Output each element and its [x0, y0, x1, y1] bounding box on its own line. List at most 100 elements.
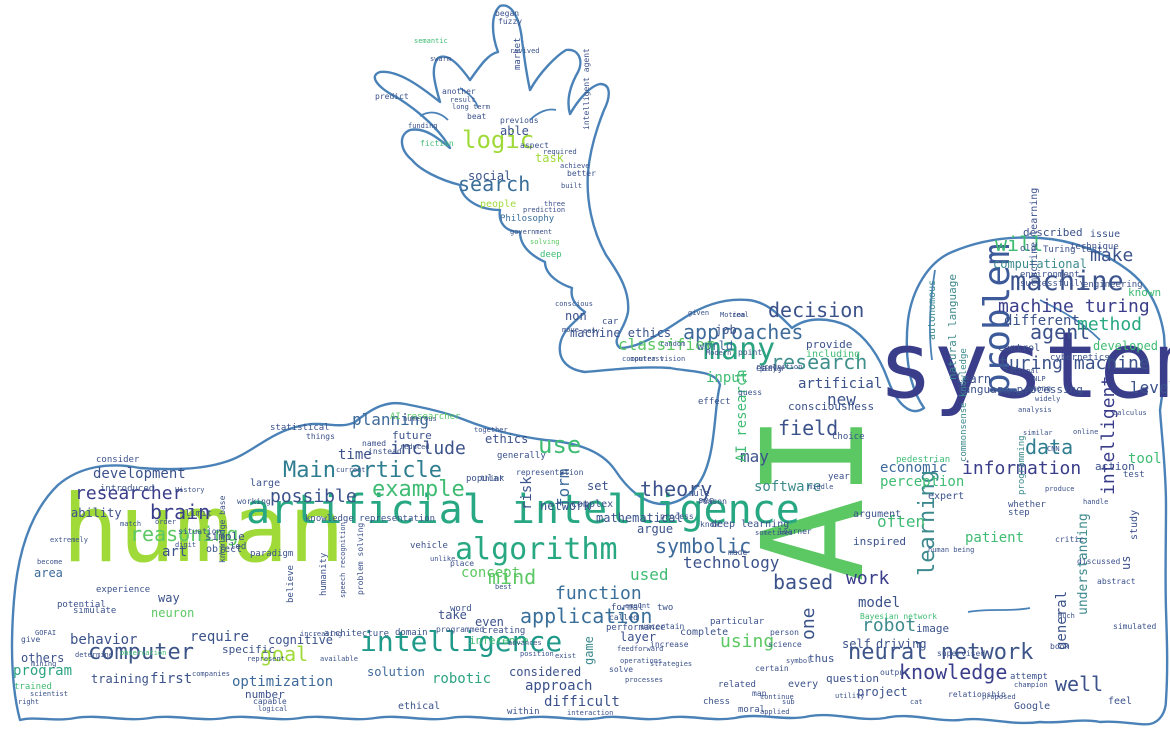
word-interaction: interaction — [567, 709, 614, 718]
word-theory: theory — [640, 476, 713, 501]
word-moves: move — [562, 326, 579, 335]
word-recognition: recognition — [756, 363, 803, 372]
word-many: many — [703, 332, 776, 368]
word-moral: moral — [738, 704, 766, 715]
word-argument: argument — [853, 508, 902, 520]
word-solving: solving — [530, 238, 560, 247]
word-thing: things — [306, 432, 335, 442]
word-person: person — [770, 628, 799, 638]
word-strategies: strategies — [650, 660, 693, 669]
word-sub: sub — [782, 698, 795, 707]
word-advances: advances — [508, 639, 542, 648]
word-one: one — [798, 607, 819, 640]
word-simple: simple — [205, 529, 245, 543]
word-sometimes: sometimes — [755, 529, 793, 538]
word-driving: driving — [876, 637, 927, 652]
word-think: think — [480, 474, 505, 484]
word-non: non — [565, 309, 587, 324]
word-approach: approach — [525, 677, 593, 694]
word-commonsense-knowledge: commonsense knowledge — [959, 348, 969, 462]
word-predict: predict — [375, 92, 409, 102]
word-middle: middle — [808, 483, 834, 492]
word-swarm: swarm — [430, 55, 452, 64]
word-within: within — [507, 706, 540, 717]
word-match: match — [120, 520, 142, 529]
word-position: position — [520, 650, 554, 659]
word-task: task — [535, 151, 564, 166]
word-numerous: numerous — [403, 415, 437, 424]
word-order: order — [155, 518, 177, 527]
word-achieve: achieve — [560, 162, 590, 171]
word-funding: funding — [408, 122, 438, 131]
word-solve: solve — [609, 665, 634, 675]
word-contrast: contrast — [630, 355, 664, 364]
word-program: program — [13, 662, 73, 679]
word-two: two — [657, 602, 674, 613]
word-given: given — [688, 309, 710, 318]
word-expert: expert — [928, 490, 965, 502]
word-gofai: GOFAI — [35, 629, 57, 638]
word-champion: champion — [1014, 681, 1048, 690]
word-provide: provide — [806, 337, 853, 351]
word-operations: operations — [620, 657, 663, 666]
word-long-term: long term — [452, 103, 490, 112]
word-among: among — [1027, 384, 1052, 394]
word-chess: chess — [703, 696, 731, 707]
word-philosophy: Philosophy — [500, 213, 555, 224]
word-representation: representation — [516, 468, 584, 478]
word-technology: technology — [683, 552, 780, 572]
word-function: function — [555, 583, 642, 605]
word-applied: applied — [760, 708, 790, 717]
word-give: give — [21, 635, 41, 645]
word-test: test — [1123, 469, 1145, 480]
word-ethics: ethics — [485, 432, 529, 447]
word-input: input — [706, 369, 749, 386]
word-calculus: calculus — [1113, 409, 1147, 418]
word-much: Much — [1058, 612, 1075, 621]
word-machine-turing: machine turing — [998, 296, 1150, 318]
word-symbol: symbol — [786, 657, 812, 666]
word-architecture: architecture — [324, 628, 390, 639]
word-limit: limit — [185, 508, 213, 519]
word-field: field — [778, 415, 839, 440]
word-engineering: engineering — [1083, 279, 1143, 290]
word-player: player — [760, 365, 786, 374]
word-reasoning: reasoning — [130, 521, 239, 546]
word-abstract: abstract — [1097, 577, 1136, 587]
word-question: question — [826, 671, 879, 685]
word-ability: ability — [71, 506, 122, 521]
word-consider: consider — [96, 454, 140, 465]
word-knowledge-rep: knowledge representation — [305, 513, 436, 524]
word-continue: continue — [760, 693, 794, 702]
word-cybernetics: cybernetics — [1050, 352, 1110, 363]
word-amount: amount — [625, 602, 651, 611]
word-working: working — [237, 497, 271, 507]
word-brain: brain — [150, 499, 211, 524]
word-performance: performance — [606, 622, 666, 633]
word-attempt: attempt — [1010, 671, 1048, 682]
word-increase: increase — [650, 640, 689, 650]
word-discussed: discussed — [1077, 557, 1121, 567]
word-mathematical: mathematical — [596, 511, 683, 526]
word-another: another — [442, 87, 476, 97]
word-classifier: classifier — [618, 334, 715, 354]
word-self: self — [842, 637, 871, 652]
word-trained: trained — [14, 681, 52, 692]
word-word: word — [450, 603, 472, 614]
word-scientist: scientist — [30, 690, 68, 699]
word-using: using — [720, 631, 775, 653]
word-speech-recognition: speech recognition — [339, 522, 347, 598]
word-system: system — [878, 311, 1170, 419]
word-machine-learning: machine learning — [1029, 187, 1040, 284]
word-training: training — [91, 672, 149, 687]
word-generally: generally — [497, 450, 546, 461]
word-artificial: artificial — [798, 375, 883, 392]
word-example: example — [372, 476, 465, 502]
word-formal: formal — [611, 602, 644, 613]
word-beat: beat — [467, 112, 487, 122]
word-machine: machine — [1010, 265, 1124, 297]
word-based: based — [773, 569, 834, 594]
word-problem-solving: problem solving — [356, 522, 365, 595]
word-relationship: relationship — [948, 690, 1006, 700]
